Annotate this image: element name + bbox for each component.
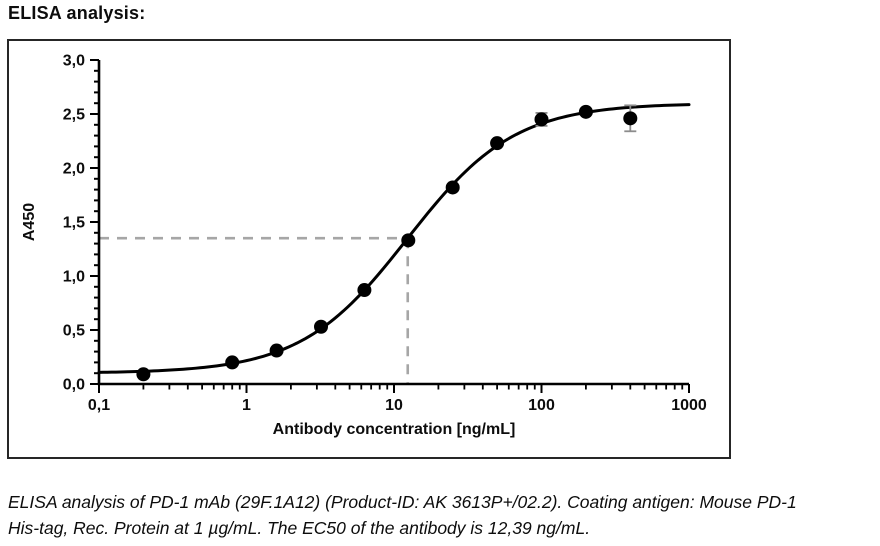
elisa-dose-response-chart: 0,0 0,5 1,0 1,5 2,0 2,5 3,0 0,1 1 10 100 1000 A450 An… bbox=[21, 53, 707, 439]
page-title: ELISA analysis: bbox=[8, 3, 146, 23]
data-point bbox=[357, 283, 372, 298]
caption-line-1: ELISA analysis of PD-1 mAb (29F.1A12) (P… bbox=[8, 491, 797, 512]
data-point bbox=[401, 233, 416, 248]
y-tick-label: 1,5 bbox=[63, 215, 85, 232]
x-tick-label: 1 bbox=[242, 397, 251, 414]
y-tick-label: 0,5 bbox=[63, 323, 85, 340]
y-tick-label: 3,0 bbox=[63, 53, 85, 70]
y-tick-label: 2,0 bbox=[63, 161, 85, 178]
y-tick-label: 2,5 bbox=[63, 107, 85, 124]
y-tick-label: 1,0 bbox=[63, 269, 85, 286]
x-tick-label: 0,1 bbox=[88, 397, 110, 414]
y-axis-title: A450 bbox=[21, 203, 38, 241]
data-point bbox=[578, 104, 593, 119]
data-point bbox=[623, 111, 638, 126]
caption-line-2: His-tag, Rec. Protein at 1 µg/mL. The EC… bbox=[8, 518, 591, 539]
data-point bbox=[534, 112, 549, 127]
data-point bbox=[225, 355, 240, 370]
data-point bbox=[314, 319, 329, 334]
data-point bbox=[269, 343, 284, 358]
data-point bbox=[445, 180, 460, 195]
y-tick-label: 0,0 bbox=[63, 377, 85, 394]
x-tick-label: 1000 bbox=[671, 397, 707, 414]
data-point bbox=[136, 367, 151, 382]
x-axis-title: Antibody concentration [ng/mL] bbox=[273, 421, 516, 438]
x-tick-label: 10 bbox=[385, 397, 403, 414]
data-point bbox=[490, 136, 505, 151]
chart-frame: 0,0 0,5 1,0 1,5 2,0 2,5 3,0 0,1 1 10 100 1000 A450 An… bbox=[7, 39, 731, 459]
x-tick-label: 100 bbox=[528, 397, 555, 414]
figure-caption: ELISA analysis of PD-1 mAb (29F.1A12) (P… bbox=[8, 489, 874, 542]
